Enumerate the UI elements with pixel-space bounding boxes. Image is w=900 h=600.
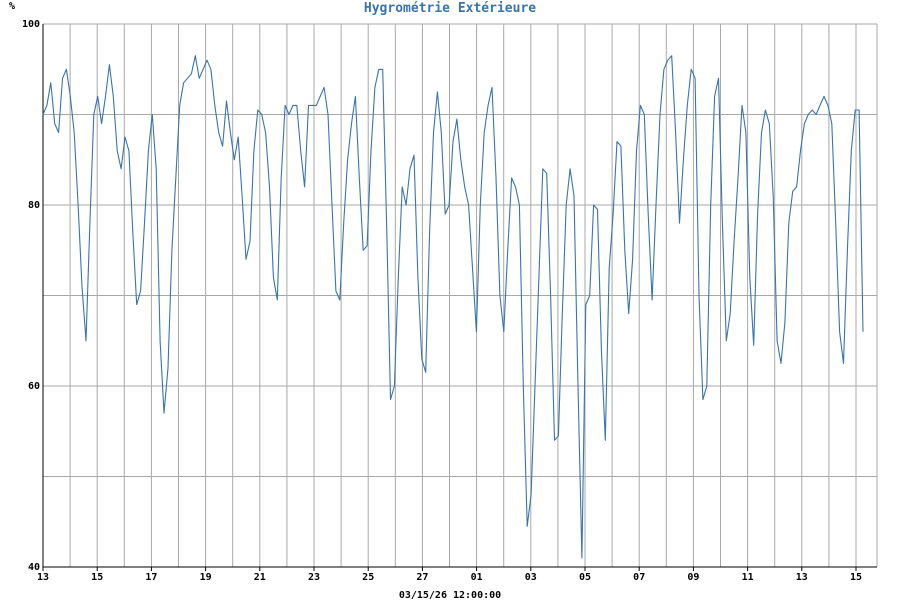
x-tick-label: 05 [579,572,591,583]
x-tick-label: 23 [308,572,320,583]
series-group [42,55,864,559]
x-tick-label: 01 [471,572,483,583]
x-tick-label: 21 [254,572,266,583]
x-tick-label: 07 [633,572,645,583]
x-tick-label: 19 [200,572,212,583]
x-tick-label: 03 [525,572,537,583]
y-tick-label: 100 [22,19,40,30]
grid-lines [42,23,878,567]
x-tick-label: 15 [850,572,862,583]
x-tick-label: 11 [742,572,754,583]
series-line-humidity [42,55,864,559]
y-tick-labels: 40 60 80 100 [22,19,40,573]
y-tick-label: 60 [28,381,40,392]
x-tick-label: 15 [91,572,103,583]
chart-title: Hygrométrie Extérieure [364,1,536,16]
x-tick-labels: 13 15 17 19 21 23 25 27 01 03 05 07 09 11 13 15 [37,572,862,583]
x-tick-label: 27 [416,572,428,583]
x-tick-label: 25 [362,572,374,583]
y-axis-label: % [9,1,15,12]
axes [42,24,877,571]
x-tick-label: 13 [796,572,808,583]
y-tick-label: 80 [28,200,40,211]
x-tick-label: 09 [687,572,699,583]
y-tick-label: 40 [28,562,40,573]
x-tick-label: 13 [37,572,49,583]
x-axis-footer-date: 03/15/26 12:00:00 [399,590,501,600]
x-tick-label: 17 [145,572,157,583]
